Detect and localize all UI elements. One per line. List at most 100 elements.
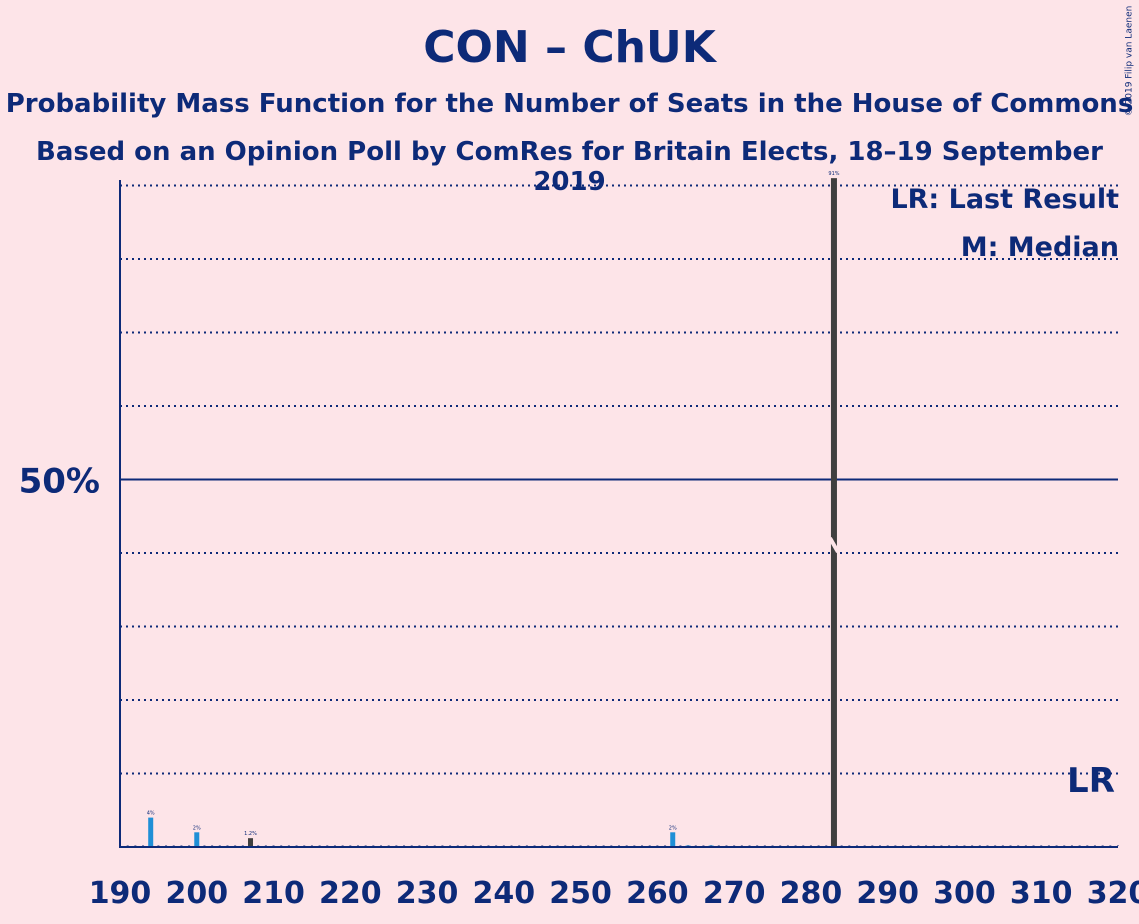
zero-mark: [534, 845, 536, 846]
zero-mark: [772, 845, 774, 846]
zero-mark: [802, 845, 804, 846]
zero-mark: [1025, 845, 1027, 846]
bar-data-label: 2%: [193, 825, 201, 831]
zero-mark: [180, 845, 182, 846]
zero-mark: [265, 845, 267, 846]
zero-mark: [165, 845, 167, 846]
x-tick-label: 200: [165, 876, 228, 911]
zero-mark: [610, 845, 612, 846]
x-tick-label: 280: [780, 876, 843, 911]
zero-mark: [626, 845, 628, 846]
x-tick-label: 320: [1087, 876, 1139, 911]
x-tick-label: 240: [473, 876, 536, 911]
zero-mark: [549, 845, 551, 846]
bar-seat-194: [148, 818, 153, 847]
zero-mark: [503, 845, 505, 846]
zero-mark: [203, 845, 205, 846]
zero-mark: [1033, 845, 1035, 846]
x-tick-label: 270: [703, 876, 766, 911]
x-tick-label: 230: [396, 876, 459, 911]
zero-mark: [963, 845, 965, 846]
zero-mark: [1109, 845, 1111, 846]
bar-data-label: 4%: [147, 811, 155, 817]
zero-mark: [894, 845, 896, 846]
bar-seat-200: [194, 832, 199, 847]
last-result-marker: LR: [1067, 761, 1115, 801]
zero-mark: [288, 845, 290, 846]
zero-mark: [257, 845, 259, 846]
x-tick-label: 210: [242, 876, 305, 911]
zero-mark: [779, 845, 781, 846]
bar-data-label: 2%: [669, 825, 677, 831]
zero-mark: [994, 845, 996, 846]
zero-mark: [564, 845, 566, 846]
zero-mark: [871, 845, 873, 846]
zero-mark: [157, 845, 159, 846]
zero-mark: [848, 845, 850, 846]
zero-mark: [487, 845, 489, 846]
zero-mark: [902, 845, 904, 846]
zero-mark: [603, 845, 605, 846]
zero-mark: [664, 845, 666, 846]
bar-seat-262: [670, 832, 675, 847]
zero-mark: [357, 845, 359, 846]
zero-mark: [234, 845, 236, 846]
zero-mark: [595, 845, 597, 846]
bar-data-label: 1.2%: [244, 831, 257, 837]
zero-mark: [725, 845, 727, 846]
zero-mark: [1040, 845, 1042, 846]
zero-mark: [917, 845, 919, 846]
x-tick-label: 310: [1010, 876, 1073, 911]
zero-mark: [679, 845, 681, 846]
zero-mark: [388, 845, 390, 846]
zero-mark: [1002, 845, 1004, 846]
bar-seat-283: [831, 178, 837, 847]
x-tick-label: 250: [549, 876, 612, 911]
zero-mark: [411, 845, 413, 846]
zero-mark: [810, 845, 812, 846]
zero-mark: [633, 845, 635, 846]
zero-mark: [1117, 845, 1119, 846]
zero-mark: [303, 845, 305, 846]
zero-mark: [971, 845, 973, 846]
zero-mark: [956, 845, 958, 846]
zero-mark: [134, 845, 136, 846]
zero-mark: [818, 845, 820, 846]
zero-mark: [1010, 845, 1012, 846]
zero-mark: [856, 845, 858, 846]
zero-mark: [741, 845, 743, 846]
zero-mark: [887, 845, 889, 846]
zero-mark: [641, 845, 643, 846]
legend-median: M: Median: [961, 232, 1119, 263]
zero-mark: [1102, 845, 1104, 846]
bar-seat-207: [248, 838, 253, 847]
zero-mark: [841, 845, 843, 846]
zero-mark: [879, 845, 881, 846]
zero-mark: [449, 845, 451, 846]
zero-mark: [395, 845, 397, 846]
zero-mark: [349, 845, 351, 846]
zero-mark: [334, 845, 336, 846]
zero-mark: [580, 845, 582, 846]
zero-mark: [472, 845, 474, 846]
x-tick-label: 220: [319, 876, 382, 911]
zero-mark: [749, 845, 751, 846]
y-tick-label: 50%: [19, 462, 100, 502]
zero-mark: [1071, 845, 1073, 846]
x-tick-label: 290: [856, 876, 919, 911]
zero-mark: [526, 845, 528, 846]
zero-mark: [1079, 845, 1081, 846]
x-tick-label: 300: [933, 876, 996, 911]
zero-mark: [557, 845, 559, 846]
zero-mark: [311, 845, 313, 846]
zero-mark: [787, 845, 789, 846]
legend-last-result: LR: Last Result: [890, 184, 1119, 215]
zero-mark: [219, 845, 221, 846]
zero-mark: [986, 845, 988, 846]
zero-mark: [296, 845, 298, 846]
zero-mark: [173, 845, 175, 846]
zero-mark: [188, 845, 190, 846]
zero-mark: [1017, 845, 1019, 846]
zero-mark: [1063, 845, 1065, 846]
